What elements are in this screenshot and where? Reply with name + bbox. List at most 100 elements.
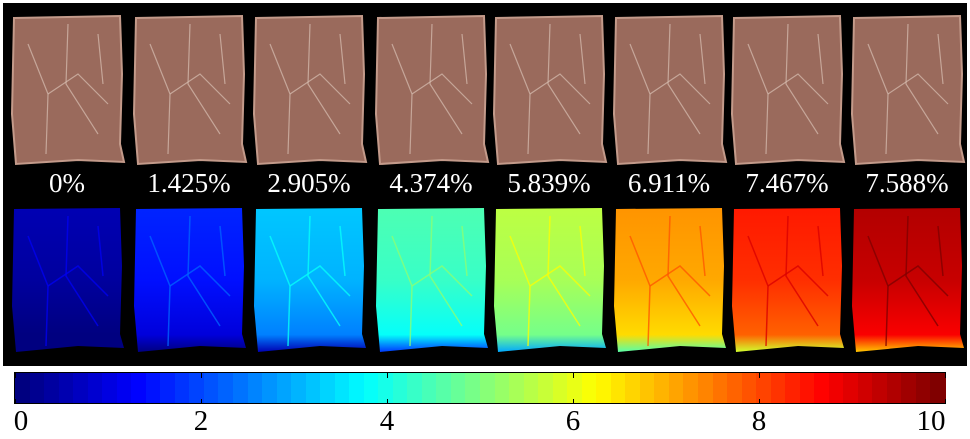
- colorbar-cell: [421, 373, 437, 403]
- colorbar-gradient: [14, 372, 946, 404]
- strain-label: 0%: [49, 168, 85, 198]
- colorbar-cell: [102, 373, 118, 403]
- colorbar-cell: [349, 373, 365, 403]
- colorbar-tick: [15, 399, 16, 404]
- colorbar-cell: [436, 373, 452, 403]
- colorbar-cell: [334, 373, 350, 403]
- colorbar-cell: [407, 373, 423, 403]
- colorbar-tick-label: 6: [565, 405, 581, 437]
- colorbar-cell: [741, 373, 757, 403]
- sample-photo: [490, 14, 608, 166]
- sample-heatmap: [490, 206, 608, 356]
- sample-heatmap: [8, 206, 126, 356]
- colorbar-cell: [843, 373, 859, 403]
- colorbar-cell: [480, 373, 496, 403]
- colorbar-cell: [581, 373, 597, 403]
- colorbar-cell: [814, 373, 830, 403]
- strain-label: 7.588%: [865, 168, 949, 198]
- colorbar-cell: [785, 373, 801, 403]
- colorbar-cell: [857, 373, 873, 403]
- colorbar-cell: [15, 373, 31, 403]
- colorbar-cell: [58, 373, 74, 403]
- colorbar-cell: [523, 373, 539, 403]
- colorbar-cell: [131, 373, 147, 403]
- colorbar-cell: [596, 373, 612, 403]
- colorbar-cell: [770, 373, 786, 403]
- colorbar-cell: [29, 373, 45, 403]
- colorbar-cell: [363, 373, 379, 403]
- colorbar-cell: [872, 373, 888, 403]
- colorbar-cell: [639, 373, 655, 403]
- colorbar-tick: [387, 399, 388, 404]
- colorbar-cell: [538, 373, 554, 403]
- colorbar-cell: [450, 373, 467, 403]
- colorbar-cell: [494, 373, 510, 403]
- colorbar-tick-label: 0: [13, 405, 29, 437]
- colorbar-cell: [552, 373, 568, 403]
- colorbar-cell: [392, 373, 408, 403]
- colorbar-cell: [697, 373, 714, 403]
- colorbar-cell: [232, 373, 249, 403]
- colorbar-tick: [759, 399, 760, 404]
- colorbar-tick: [759, 373, 760, 378]
- colorbar-cell: [174, 373, 190, 403]
- colorbar-tick-label: 4: [379, 405, 395, 437]
- colorbar-tick: [387, 373, 388, 378]
- colorbar-cell: [305, 373, 321, 403]
- colorbar-cell: [727, 373, 743, 403]
- colorbar-tick: [573, 373, 574, 378]
- sample-heatmap: [250, 206, 368, 356]
- colorbar-cell: [291, 373, 307, 403]
- colorbar-tick: [945, 373, 946, 378]
- strain-label: 2.905%: [267, 168, 351, 198]
- colorbar-cell: [116, 373, 132, 403]
- colorbar-cell: [465, 373, 481, 403]
- colorbar-tick-label: 10: [916, 405, 946, 437]
- colorbar-cell: [262, 373, 278, 403]
- colorbar-cell: [567, 373, 583, 403]
- colorbar-tick: [945, 399, 946, 404]
- colorbar-cell: [610, 373, 626, 403]
- colorbar-tick-label: 2: [193, 405, 209, 437]
- strain-label: 1.425%: [147, 168, 231, 198]
- colorbar-cell: [218, 373, 234, 403]
- colorbar-cell: [901, 373, 917, 403]
- sample-photo: [8, 14, 126, 166]
- colorbar-cell: [203, 373, 220, 403]
- sample-photo: [250, 14, 368, 166]
- colorbar-cell: [712, 373, 728, 403]
- colorbar-cell: [654, 373, 670, 403]
- colorbar-tick: [201, 399, 202, 404]
- colorbar-cell: [247, 373, 263, 403]
- strain-label: 5.839%: [507, 168, 591, 198]
- colorbar-cell: [886, 373, 902, 403]
- colorbar-tick-label: 8: [751, 405, 767, 437]
- colorbar-cell: [930, 373, 946, 403]
- colorbar-cell: [756, 373, 772, 403]
- sample-photo: [130, 14, 248, 166]
- colorbar-cell: [189, 373, 205, 403]
- colorbar-cell: [509, 373, 525, 403]
- sample-heatmap: [728, 206, 846, 356]
- colorbar-tick: [201, 373, 202, 378]
- sample-heatmap: [848, 206, 966, 356]
- strain-label: 4.374%: [389, 168, 473, 198]
- colorbar-cell: [915, 373, 932, 403]
- strain-label: 6.911%: [627, 168, 711, 198]
- sample-photo: [372, 14, 490, 166]
- colorbar-cell: [625, 373, 641, 403]
- colorbar-tick: [573, 399, 574, 404]
- sample-heatmap: [372, 206, 490, 356]
- colorbar-cell: [799, 373, 815, 403]
- colorbar-cell: [668, 373, 685, 403]
- colorbar-cell: [828, 373, 844, 403]
- colorbar-cell: [87, 373, 103, 403]
- colorbar-cell: [73, 373, 89, 403]
- colorbar-cell: [276, 373, 292, 403]
- colorbar-cell: [378, 373, 394, 403]
- sample-photo: [728, 14, 846, 166]
- colorbar-cell: [320, 373, 336, 403]
- colorbar-tick: [15, 373, 16, 378]
- sample-heatmap: [130, 206, 248, 356]
- colorbar-cell: [145, 373, 161, 403]
